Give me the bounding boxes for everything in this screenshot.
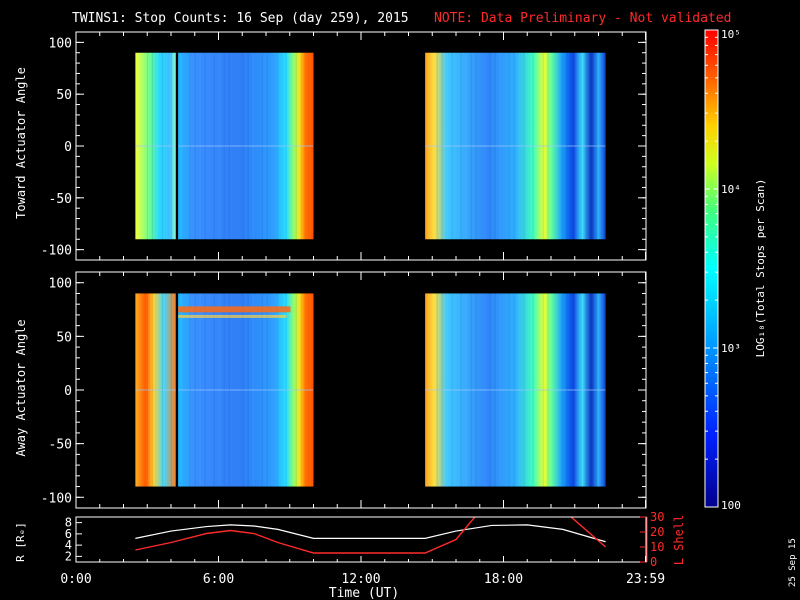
x-tick-label: 18:00: [484, 572, 523, 587]
heatmap-segment: [425, 52, 606, 240]
colorbar-tick-label: 100: [721, 499, 741, 512]
r-ylabel: R [Rₑ]: [14, 522, 27, 562]
lshell-ylabel: L Shell: [672, 515, 686, 566]
l-shell-tick-label: 20: [650, 525, 664, 539]
r-tick-label: 6: [65, 527, 72, 541]
r-distance-line: [135, 524, 606, 543]
y-tick-label: 50: [56, 330, 72, 345]
y-tick-label: 100: [49, 277, 72, 292]
colorbar-tick-label: 10³: [721, 342, 741, 355]
x-tick-label: 23:59: [626, 572, 665, 587]
chart-title: TWINS1: Stop Counts: 16 Sep (day 259), 2…: [72, 11, 409, 26]
away-ylabel: Away Actuator Angle: [14, 319, 28, 456]
l-shell-tick-label: 0: [650, 555, 657, 569]
xaxis-label: Time (UT): [329, 586, 399, 600]
heatmap-segment: [425, 293, 606, 487]
y-tick-label: 0: [64, 140, 72, 155]
y-tick-label: -100: [41, 491, 72, 506]
toward-panel: 100 50 0 -50 -100: [41, 31, 647, 261]
l-shell-tick-label: 30: [650, 510, 664, 524]
colorbar-tick-label: 10⁵: [721, 28, 741, 41]
heatmap-band: [178, 306, 291, 313]
y-tick-label: 50: [56, 88, 72, 103]
preliminary-note: NOTE: Data Preliminary - Not validated: [434, 11, 731, 26]
colorbar-label: LOG₁₀(Total Stops per Scan): [754, 179, 767, 358]
l-shell-line: [135, 517, 607, 554]
l-shell-tick-label: 10: [650, 540, 664, 554]
colorbar: 10⁵ 10⁴ 10³ 100: [704, 28, 741, 512]
heatmap-segment: [135, 293, 176, 487]
y-tick-label: -50: [49, 192, 72, 207]
y-tick-label: 0: [64, 384, 72, 399]
heatmap-segment: [178, 293, 314, 487]
away-panel: 100 50 0 -50 -100: [41, 271, 647, 509]
y-tick-label: -100: [41, 244, 72, 259]
y-tick-label: 100: [49, 36, 72, 51]
heatmap-segment: [178, 52, 314, 240]
heatmap-segment: [135, 52, 176, 240]
r-tick-label: 8: [65, 516, 72, 530]
orbit-panel-frame: [75, 516, 647, 563]
colorbar-tick-label: 10⁴: [721, 183, 741, 196]
x-tick-label: 6:00: [203, 572, 234, 587]
date-stamp: 25 Sep 15: [788, 538, 798, 587]
x-tick-label: 0:00: [60, 572, 91, 587]
y-tick-label: -50: [49, 438, 72, 453]
x-tick-label: 12:00: [341, 572, 380, 587]
toward-ylabel: Toward Actuator Angle: [14, 67, 28, 219]
heatmap-band: [178, 314, 287, 318]
r-tick-label: 2: [65, 549, 72, 563]
colorbar-scale: [704, 29, 719, 508]
r-tick-label: 4: [65, 538, 72, 552]
